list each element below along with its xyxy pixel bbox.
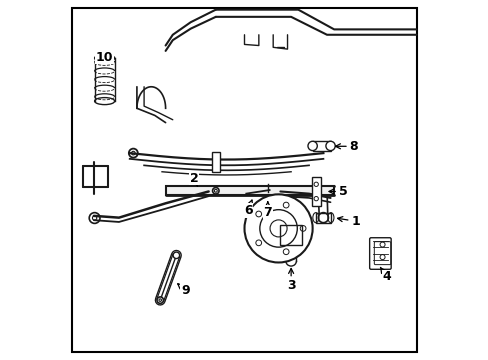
Text: 2: 2 xyxy=(189,172,198,186)
Bar xyxy=(280,225,301,244)
Text: 7: 7 xyxy=(263,202,272,219)
Bar xyxy=(311,177,320,206)
Text: 4: 4 xyxy=(380,267,390,283)
Ellipse shape xyxy=(94,55,115,62)
Ellipse shape xyxy=(325,141,335,150)
Bar xyxy=(211,152,220,172)
Bar xyxy=(315,213,330,223)
Text: 1: 1 xyxy=(337,215,359,228)
Text: 8: 8 xyxy=(335,140,357,153)
Ellipse shape xyxy=(89,213,100,224)
Ellipse shape xyxy=(157,297,163,303)
Ellipse shape xyxy=(212,188,219,194)
Bar xyxy=(165,186,333,195)
Ellipse shape xyxy=(307,141,317,150)
Ellipse shape xyxy=(173,252,179,258)
Circle shape xyxy=(244,194,312,262)
Text: 5: 5 xyxy=(328,185,347,198)
Ellipse shape xyxy=(265,192,269,198)
Bar xyxy=(312,141,330,150)
Ellipse shape xyxy=(266,186,271,194)
Ellipse shape xyxy=(94,98,115,105)
Text: 6: 6 xyxy=(244,200,252,217)
Text: 9: 9 xyxy=(177,284,189,297)
Text: 10: 10 xyxy=(96,51,113,64)
Text: 3: 3 xyxy=(286,269,295,292)
FancyBboxPatch shape xyxy=(369,238,390,269)
